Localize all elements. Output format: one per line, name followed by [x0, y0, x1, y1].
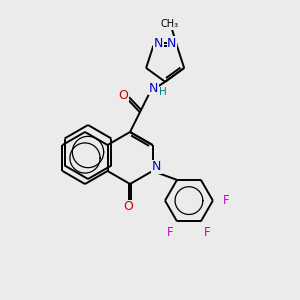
Text: CH₃: CH₃: [161, 20, 179, 29]
Text: H: H: [158, 87, 166, 97]
Text: F: F: [223, 194, 229, 207]
Text: F: F: [204, 226, 211, 239]
Text: O: O: [123, 200, 133, 214]
Text: O: O: [118, 89, 128, 103]
Text: F: F: [167, 226, 174, 239]
Text: N: N: [149, 82, 158, 95]
Text: N: N: [152, 160, 161, 173]
Text: N: N: [167, 37, 177, 50]
Text: N: N: [154, 37, 163, 50]
